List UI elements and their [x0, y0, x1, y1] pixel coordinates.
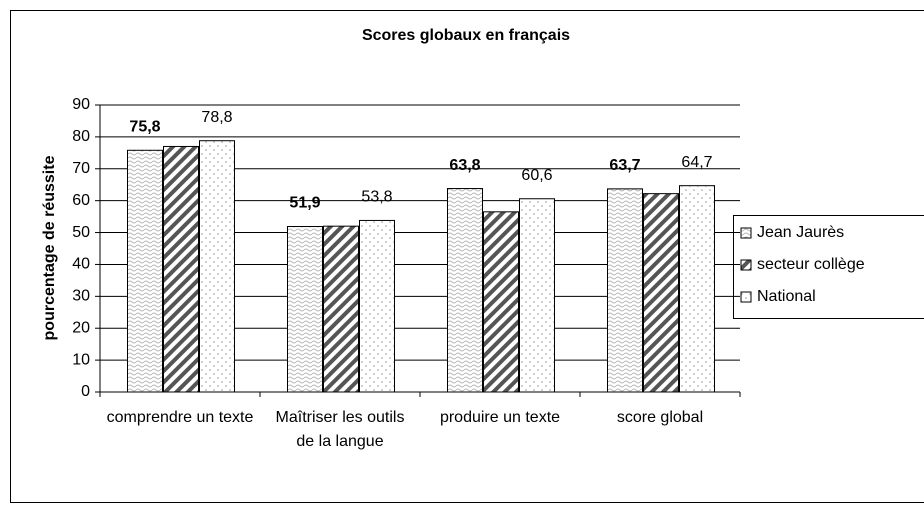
data-label: 51,9: [289, 195, 320, 212]
legend-label: secteur collège: [757, 256, 865, 273]
x-tick-label: produire un texte: [439, 409, 561, 426]
bar: [127, 149, 163, 393]
bar: [199, 140, 235, 393]
bar: [359, 219, 395, 393]
y-tick-label: 30: [72, 288, 90, 305]
data-label: 75,8: [129, 119, 160, 136]
y-tick-label: 90: [72, 96, 90, 113]
data-label: 63,8: [449, 157, 480, 174]
y-tick-label: 70: [72, 160, 90, 177]
data-label: 63,7: [609, 157, 640, 174]
y-tick-label: 10: [72, 351, 90, 368]
x-tick-label: Maîtriser les outils de la langue: [275, 409, 405, 450]
y-tick-label: 50: [72, 224, 90, 241]
y-tick-label: 80: [72, 128, 90, 145]
data-label: 60,6: [521, 167, 552, 184]
y-tick-label: 0: [81, 383, 90, 400]
legend: [733, 215, 924, 319]
bar: [287, 225, 323, 393]
bar: [323, 225, 359, 393]
y-axis-label: pourcentage de réussite: [41, 155, 58, 340]
bar: [483, 211, 519, 393]
legend-label: Jean Jaurès: [757, 224, 844, 241]
bar: [519, 198, 555, 393]
y-tick-label: 40: [72, 256, 90, 273]
legend-swatch: [740, 291, 752, 303]
bar: [447, 188, 483, 393]
y-tick-label: 60: [72, 192, 90, 209]
data-label: 78,8: [201, 109, 232, 126]
data-label: 64,7: [681, 154, 712, 171]
x-tick-label: score global: [616, 409, 704, 426]
legend-label: National: [757, 288, 816, 305]
x-tick-label: comprendre un texte: [106, 409, 254, 426]
legend-swatch: [740, 259, 752, 271]
bar: [643, 193, 679, 393]
data-label: 53,8: [361, 189, 392, 206]
bar: [607, 188, 643, 393]
chart-title: Scores globaux en français: [362, 27, 570, 44]
bar: [163, 145, 199, 393]
legend-swatch: [740, 227, 752, 239]
y-tick-label: 20: [72, 319, 90, 336]
bar: [679, 185, 715, 393]
